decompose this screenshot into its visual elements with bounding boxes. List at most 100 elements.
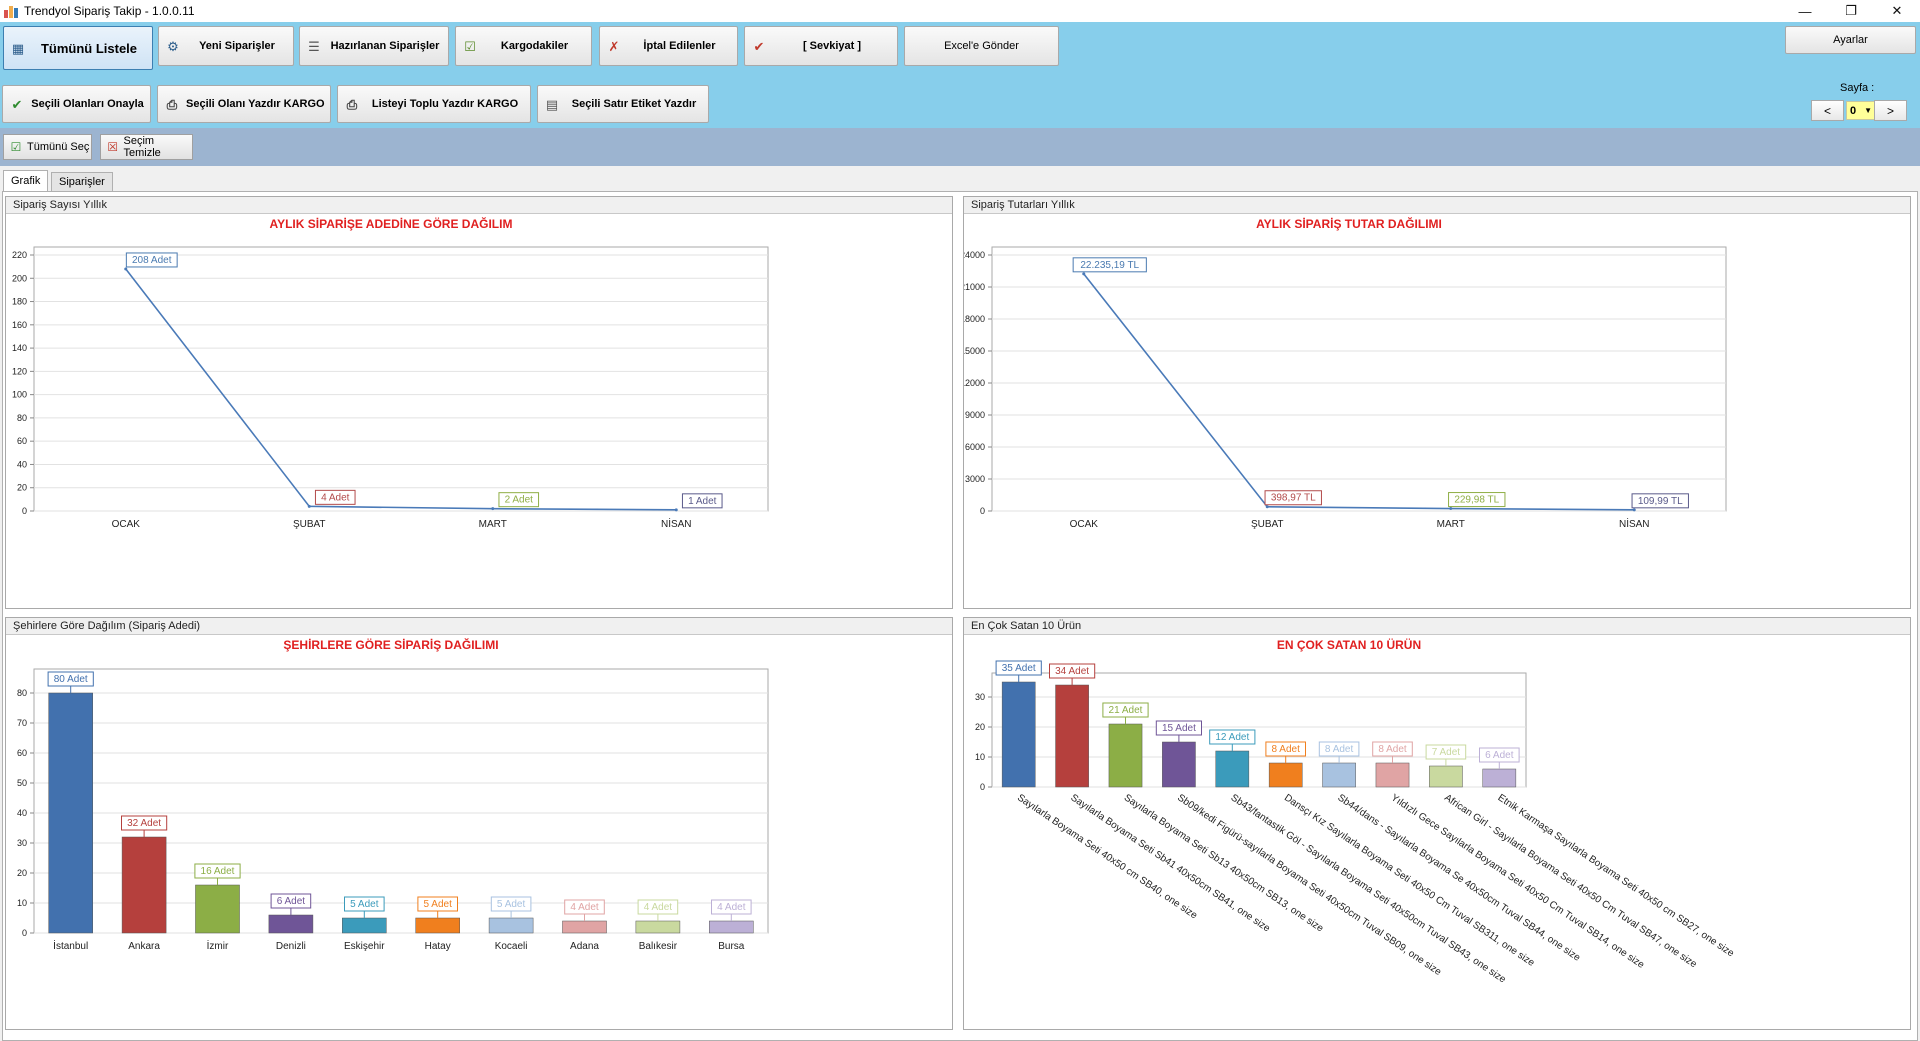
plot-area: [33, 246, 769, 512]
data-label-box: [194, 863, 241, 879]
chart-title: EN ÇOK SATAN 10 ÜRÜN: [1277, 637, 1421, 652]
top-products-chart: EN ÇOK SATAN 10 ÜRÜN 0 10 20 30 35 Adet Sayıla…: [975, 637, 1736, 986]
y-tick-label: 40: [17, 808, 27, 818]
data-label: 15 Adet: [1162, 723, 1196, 734]
data-label: 208 Adet: [132, 255, 172, 266]
page-select[interactable]: 0 ▼: [1846, 101, 1876, 120]
next-page-button[interactable]: >: [1874, 100, 1907, 121]
data-label: 7 Adet: [1432, 747, 1461, 758]
clear-selection-icon: ☒: [107, 140, 119, 154]
cancelled-button[interactable]: ✗ İptal Edilenler: [599, 26, 738, 66]
panel-title: En Çok Satan 10 Ürün: [964, 618, 1910, 635]
print-label-button[interactable]: ▤ Seçili Satır Etiket Yazdır: [537, 85, 709, 123]
data-point: [307, 504, 311, 508]
bar: [635, 920, 681, 934]
bar: [121, 836, 167, 934]
order-count-panel: Sipariş Sayısı Yıllık AYLIK SİPARİŞE ADE…: [5, 196, 953, 609]
x-tick-label: NİSAN: [661, 517, 692, 530]
select-all-button[interactable]: ☑ Tümünü Seç: [3, 134, 92, 160]
shipment-button[interactable]: ✔ [ Sevkiyat ]: [744, 26, 898, 66]
cargo-icon: ☑: [464, 38, 476, 54]
prev-page-button[interactable]: <: [1811, 100, 1844, 121]
x-tick-label: Yıldızlı Gece Sayılarla Boyama Seti 40x5…: [1389, 792, 1647, 971]
y-tick-label: 18000: [964, 314, 985, 324]
chart-title: AYLIK SİPARİŞ TUTAR DAĞILIMI: [1256, 216, 1442, 231]
data-point: [491, 507, 495, 511]
x-tick-label: OCAK: [112, 519, 141, 530]
y-tick-label: 70: [17, 718, 27, 728]
x-tick-label: African Girl - Sayılarla Boyama Seti 40x…: [1442, 792, 1699, 970]
restore-button[interactable]: ❐: [1845, 3, 1857, 18]
y-tick-label: 21000: [964, 282, 985, 292]
data-label: 32 Adet: [127, 818, 161, 829]
y-tick-label: 0: [22, 506, 27, 516]
data-point: [1265, 505, 1269, 509]
x-tick-label: Adana: [570, 941, 599, 952]
data-label: 4 Adet: [644, 902, 673, 913]
settings-button[interactable]: Ayarlar: [1785, 26, 1916, 54]
print-list-cargo-button[interactable]: ⎙ Listeyi Toplu Yazdır KARGO: [337, 85, 531, 123]
approve-selected-button[interactable]: ✔ Seçili Olanları Onayla: [2, 85, 151, 123]
bar: [268, 914, 314, 934]
prepared-orders-icon: ☰: [308, 38, 320, 54]
y-tick-label: 140: [12, 343, 27, 353]
panel-title: Şehirlere Göre Dağılım (Sipariş Adedi): [6, 618, 952, 635]
select-all-icon: ☑: [10, 140, 22, 154]
y-tick-label: 10: [975, 752, 985, 762]
x-tick-label: Sb09/kedi Figürü-sayılarla Boyama Seti 4…: [1175, 792, 1443, 978]
tab-grafik[interactable]: Grafik: [3, 170, 49, 191]
data-label: 35 Adet: [1002, 663, 1036, 674]
x-tick-label: MART: [1437, 519, 1465, 530]
close-button[interactable]: ✕: [1891, 3, 1903, 18]
minimize-button[interactable]: —: [1798, 3, 1812, 19]
bar: [1429, 765, 1463, 788]
y-tick-label: 80: [17, 688, 27, 698]
print-selected-cargo-button[interactable]: ⎙ Seçili Olanı Yazdır KARGO: [157, 85, 331, 123]
window-title: Trendyol Sipariş Takip - 1.0.0.11: [24, 4, 195, 18]
data-label-box: [344, 896, 385, 912]
x-tick-label: MART: [479, 519, 507, 530]
y-tick-label: 120: [12, 366, 27, 376]
top-products-panel: En Çok Satan 10 Ürün EN ÇOK SATAN 10 ÜRÜ…: [963, 617, 1911, 1030]
y-tick-label: 40: [17, 459, 27, 469]
data-label-box: [1264, 490, 1322, 506]
tab-siparisler[interactable]: Siparişler: [51, 172, 113, 191]
data-point: [1082, 272, 1086, 276]
x-tick-label: Balıkesir: [639, 941, 678, 952]
main-toolbar: ▦ Tümünü Listele ⚙ Yeni Siparişler ☰ Haz…: [0, 22, 1920, 128]
x-tick-label: NİSAN: [1619, 517, 1650, 530]
data-label-box: [1072, 257, 1147, 273]
data-label: 12 Adet: [1215, 732, 1249, 743]
data-label-box: [125, 252, 178, 268]
list-all-button[interactable]: ▦ Tümünü Listele: [3, 26, 153, 70]
data-label-box: [1155, 720, 1203, 736]
data-label: 8 Adet: [1325, 744, 1354, 755]
data-label-box: [1448, 492, 1506, 508]
data-label: 398,97 TL: [1271, 493, 1316, 504]
bar: [1482, 768, 1517, 788]
data-label-box: [1425, 744, 1467, 760]
cargo-button[interactable]: ☑ Kargodakiler: [455, 26, 592, 66]
order-amount-chart: AYLIK SİPARİŞ TUTAR DAĞILIMI 0 3000 6000 900…: [964, 216, 1727, 530]
prepared-orders-button[interactable]: ☰ Hazırlanan Siparişler: [299, 26, 449, 66]
new-orders-button[interactable]: ⚙ Yeni Siparişler: [158, 26, 294, 66]
bar: [342, 917, 387, 934]
x-tick-label: ŞUBAT: [1251, 519, 1284, 530]
y-tick-label: 60: [17, 436, 27, 446]
printer-icon: ⎙: [346, 96, 358, 112]
bar: [415, 917, 460, 934]
title-bar: Trendyol Sipariş Takip - 1.0.0.11 — ❐ ✕: [0, 0, 1920, 22]
series-line: [1083, 273, 1635, 511]
x-tick-label: Sb44/dans - Sayılarla Boyama Se 40x50cm …: [1335, 792, 1582, 964]
y-tick-label: 12000: [964, 378, 985, 388]
export-excel-button[interactable]: Excel'e Gönder: [904, 26, 1059, 66]
panel-title: Sipariş Sayısı Yıllık: [6, 197, 952, 214]
data-label-box: [637, 899, 679, 915]
clear-selection-button[interactable]: ☒ Seçim Temizle: [100, 134, 193, 160]
data-label-box: [1209, 729, 1256, 745]
y-tick-label: 15000: [964, 346, 985, 356]
bar: [1322, 762, 1356, 788]
new-orders-icon: ⚙: [167, 38, 179, 54]
x-tick-label: İzmir: [207, 939, 229, 952]
x-tick-label: Denizli: [276, 941, 306, 952]
